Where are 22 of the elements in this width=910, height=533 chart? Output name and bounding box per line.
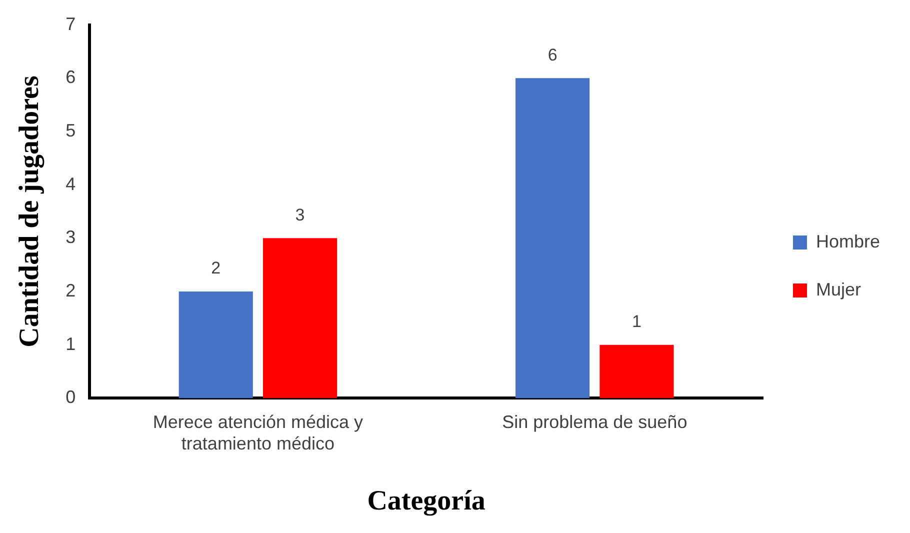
- x-tick-label: Merece atención médica y tratamiento médico: [152, 412, 364, 454]
- x-axis-title: Categoría: [367, 485, 486, 516]
- y-tick-label: 7: [66, 14, 76, 34]
- bar: [178, 292, 253, 398]
- data-label: 2: [211, 258, 221, 278]
- y-tick-label: 6: [66, 67, 76, 88]
- bar: [516, 78, 590, 398]
- y-axis-title: Cantidad de jugadores: [14, 76, 46, 348]
- y-tick-label: 0: [66, 387, 76, 408]
- legend-label: Hombre: [816, 231, 880, 252]
- bar: [263, 238, 338, 398]
- legend-label: Mujer: [816, 279, 861, 300]
- y-tick-label: 4: [66, 174, 76, 194]
- data-label: 1: [632, 312, 642, 332]
- y-tick-label: 3: [66, 227, 76, 248]
- y-tick-label: 2: [66, 280, 76, 300]
- x-tick-label: Sin problema de sueño: [502, 412, 688, 432]
- data-label: 6: [548, 45, 558, 64]
- bar: [600, 344, 674, 398]
- y-tick-label: 5: [66, 120, 76, 140]
- data-label: 3: [295, 205, 305, 224]
- y-tick-label: 1: [66, 334, 76, 354]
